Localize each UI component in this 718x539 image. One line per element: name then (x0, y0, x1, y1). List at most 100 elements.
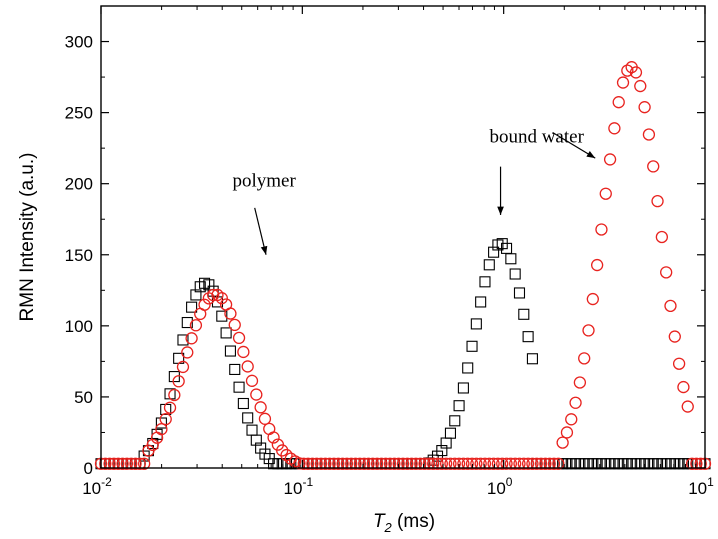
data-point-square (509, 268, 521, 280)
data-point-square (233, 381, 245, 393)
data-point-circle (314, 457, 328, 470)
data-point-circle (107, 457, 121, 470)
data-point-circle (474, 457, 487, 470)
annotation-arrow-head (586, 150, 596, 159)
y-tick-label: 0 (84, 459, 93, 478)
data-point-circle (133, 457, 146, 470)
data-point-circle (651, 195, 664, 208)
x-tick-label: 10-2 (82, 475, 112, 498)
data-point-circle (181, 346, 194, 359)
data-point-circle (500, 457, 513, 470)
data-point-circle (198, 298, 211, 311)
data-point-circle (349, 457, 362, 470)
data-point-circle (556, 436, 569, 449)
data-point-circle (681, 400, 694, 413)
data-point-circle (565, 413, 578, 426)
data-point-circle (439, 457, 453, 470)
data-point-circle (521, 457, 535, 470)
data-point-circle (185, 332, 198, 345)
data-point-square (216, 310, 228, 322)
data-point-square (526, 353, 538, 365)
x-axis-title: T2 (ms) (373, 511, 435, 535)
data-point-square (470, 318, 482, 330)
data-point-circle (685, 457, 699, 470)
data-point-circle (470, 457, 483, 470)
data-point-square (505, 253, 517, 265)
data-point-circle (647, 160, 660, 173)
data-point-square (207, 285, 219, 297)
data-point-circle (616, 76, 630, 89)
x-tick-base: 10 (688, 479, 707, 498)
data-point-circle (431, 457, 444, 470)
data-point-circle (146, 438, 159, 451)
data-point-circle (530, 457, 543, 470)
x-axis-title-main: T (373, 511, 386, 532)
data-point-circle (582, 324, 595, 337)
data-point-circle (552, 457, 565, 470)
data-point-circle (595, 223, 608, 236)
x-tick-base: 10 (284, 479, 303, 498)
data-point-circle (345, 457, 358, 470)
x-tick-exponent: -2 (101, 475, 112, 489)
data-point-circle (159, 413, 172, 426)
data-point-circle (586, 292, 599, 306)
data-point-circle (487, 457, 500, 470)
data-point-square (242, 412, 254, 424)
data-point-circle (168, 388, 181, 402)
data-point-circle (293, 457, 306, 470)
x-tick-base: 10 (487, 479, 506, 498)
data-point-circle (608, 122, 621, 135)
data-point-circle (664, 299, 677, 313)
data-point-square (462, 362, 474, 374)
data-point-circle (478, 457, 492, 470)
data-point-square (250, 434, 262, 446)
data-point-circle (457, 457, 470, 470)
data-point-square (483, 259, 495, 271)
data-point-square (518, 308, 530, 320)
x-tick-label: 100 (487, 475, 513, 498)
data-point-square (492, 239, 504, 251)
annotation-label: bound water (489, 126, 584, 147)
data-point-circle (517, 457, 530, 470)
data-point-circle (137, 457, 151, 470)
data-point-circle (280, 448, 293, 462)
data-point-square (246, 424, 258, 436)
annotation-arrow-head (260, 245, 268, 255)
data-point-circle (103, 457, 116, 470)
data-point-circle (547, 457, 561, 470)
x-tick-label: 10-1 (284, 475, 314, 498)
data-point-circle (172, 375, 185, 388)
data-point-square (479, 276, 491, 288)
data-point-circle (560, 426, 574, 439)
data-point-circle (573, 376, 587, 389)
data-point-square (224, 345, 236, 357)
data-point-circle (401, 457, 414, 470)
data-point-circle (353, 457, 367, 470)
data-point-circle (543, 457, 556, 470)
x-axis-title-sub: 2 (384, 520, 393, 535)
data-point-circle (672, 357, 686, 370)
data-point-circle (569, 396, 582, 409)
data-point-circle (603, 153, 617, 166)
data-point-circle (237, 345, 250, 359)
data-point-circle (655, 230, 669, 244)
data-point-circle (228, 318, 241, 332)
data-layer (94, 61, 712, 470)
data-point-circle (241, 360, 254, 373)
data-point-square (177, 334, 189, 346)
data-point-circle (422, 457, 436, 470)
data-point-circle (276, 444, 289, 457)
data-point-circle (163, 401, 177, 414)
data-point-circle (496, 457, 509, 470)
data-point-circle (677, 380, 690, 394)
data-point-circle (660, 266, 673, 279)
data-point-square (168, 371, 180, 383)
y-axis-title: RMN Intensity (a.u.) (17, 153, 38, 322)
data-point-circle (176, 360, 190, 374)
data-point-circle (112, 457, 125, 470)
data-point-circle (612, 96, 625, 109)
data-point-circle (448, 457, 461, 470)
data-point-circle (224, 307, 237, 320)
data-point-circle (694, 457, 707, 470)
